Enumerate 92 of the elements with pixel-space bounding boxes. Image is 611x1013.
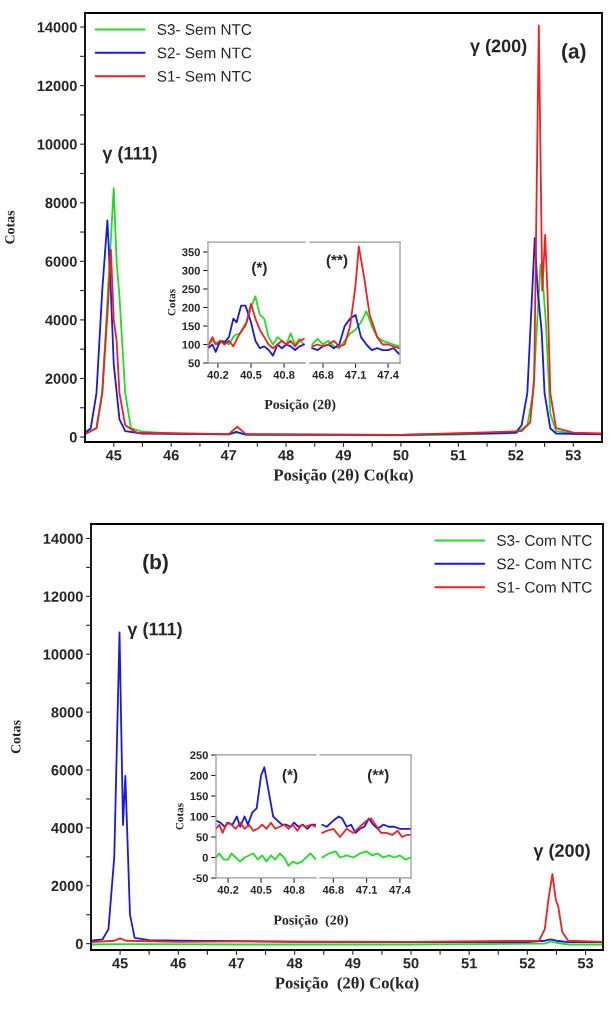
- x-tick-label: 49: [344, 958, 361, 969]
- y-tick-label: 200: [182, 303, 200, 312]
- x-tick-label: 49: [335, 450, 352, 461]
- x-tick-label: 40.8: [283, 885, 305, 894]
- text: (a): [562, 43, 586, 63]
- y-tick-label: 8000: [45, 197, 77, 209]
- legend-label: S1- Sem NTC: [157, 70, 252, 82]
- annotation: (**): [367, 769, 389, 784]
- line-series: [216, 821, 316, 834]
- y-tick-label: 4000: [51, 822, 83, 834]
- y-tick-label: 10000: [43, 649, 83, 660]
- x-tick-label: 46.8: [312, 370, 334, 379]
- annotation: γ (200): [533, 843, 590, 861]
- y-axis-title: Cotas: [175, 803, 184, 830]
- annotation: (*): [252, 261, 267, 276]
- line-series: [91, 873, 603, 944]
- line-series: [216, 852, 316, 867]
- legend-label: S3- Sem NTC: [157, 24, 252, 35]
- x-tick-label: 50: [403, 958, 419, 969]
- y-tick-label: 8000: [51, 707, 83, 718]
- line-series: [208, 295, 305, 346]
- y-tick-label: 0: [202, 853, 208, 862]
- x-tick-label: 40.2: [207, 370, 229, 379]
- y-tick-label: 100: [190, 812, 208, 821]
- line-series: [208, 302, 305, 350]
- legend-label: S2- Sem NTC: [157, 47, 252, 59]
- x-tick-label: 48: [278, 450, 294, 461]
- annotation: (**): [326, 254, 348, 269]
- y-tick-label: 150: [190, 792, 208, 801]
- annotation: γ (111): [102, 146, 157, 164]
- annotation: (*): [282, 769, 298, 784]
- x-axis-title: Posição (2θ): [273, 914, 348, 928]
- x-tick-label: 40.2: [217, 885, 239, 894]
- y-axis-title: Cotas: [5, 210, 15, 244]
- x-tick-label: 47.4: [389, 886, 411, 894]
- y-tick-label: 50: [188, 359, 200, 368]
- y-tick-label: 6000: [51, 765, 83, 776]
- y-tick-label: -50: [192, 874, 208, 883]
- y-tick-label: 14000: [37, 22, 77, 33]
- x-tick-label: 53: [565, 450, 581, 461]
- y-tick-label: 2000: [51, 880, 83, 892]
- annotation: γ (111): [127, 622, 182, 640]
- x-tick-label: 50: [393, 450, 409, 461]
- y-tick-label: 100: [182, 340, 200, 349]
- y-tick-label: 300: [182, 266, 200, 275]
- line-series: [216, 766, 316, 830]
- y-tick-label: 250: [182, 285, 200, 294]
- y-tick-label: 12000: [43, 591, 83, 602]
- annotation: γ (200): [470, 39, 527, 56]
- y-tick-label: 6000: [45, 256, 77, 267]
- x-tick-label: 45: [112, 958, 128, 969]
- y-tick-label: 14000: [43, 533, 83, 544]
- line-series: [208, 304, 305, 357]
- y-tick-label: 10000: [37, 139, 77, 150]
- x-tick-label: 47.1: [355, 886, 378, 894]
- x-tick-label: 40.8: [273, 370, 295, 379]
- x-tick-label: 51: [461, 958, 477, 969]
- x-tick-label: 53: [577, 958, 594, 969]
- y-tick-label: 50: [196, 833, 208, 842]
- x-tick-label: 46: [170, 958, 186, 969]
- y-tick-label: 4000: [45, 314, 77, 326]
- x-tick-label: 47.4: [377, 371, 399, 379]
- y-tick-label: 350: [182, 248, 200, 257]
- y-axis-title: Cotas: [167, 289, 176, 316]
- y-tick-label: 0: [69, 432, 77, 443]
- x-tick-label: 46.8: [322, 885, 344, 894]
- x-tick-label: 45: [105, 450, 122, 461]
- y-tick-label: 0: [75, 938, 83, 950]
- x-tick-label: 47: [228, 958, 244, 969]
- y-tick-label: 2000: [45, 373, 77, 384]
- y-tick-label: 12000: [37, 80, 77, 92]
- x-axis-title: Posição (2θ): [264, 399, 336, 412]
- x-axis-title: Posição (2θ) Co(kα): [275, 976, 419, 992]
- x-tick-label: 52: [519, 958, 535, 969]
- legend-label: S2- Com NTC: [497, 558, 592, 570]
- x-axis-title: Posição (2θ) Co(kα): [273, 468, 413, 484]
- legend-label: S3- Com NTC: [497, 535, 592, 546]
- x-tick-label: 40.5: [240, 370, 262, 379]
- line-series: [85, 24, 602, 436]
- y-tick-label: 250: [190, 751, 208, 760]
- x-tick-label: 52: [508, 450, 524, 461]
- y-axis-title: Cotas: [11, 720, 21, 754]
- x-tick-label: 48: [286, 958, 303, 969]
- x-tick-label: 40.5: [250, 885, 272, 894]
- x-tick-label: 46: [163, 450, 179, 461]
- legend-label: S1- Com NTC: [497, 581, 592, 593]
- text: (b): [143, 554, 168, 574]
- x-tick-label: 47.1: [344, 371, 367, 379]
- x-tick-label: 47: [220, 450, 237, 461]
- y-tick-label: 150: [182, 322, 200, 331]
- x-tick-label: 51: [450, 450, 467, 461]
- y-tick-label: 200: [190, 771, 208, 780]
